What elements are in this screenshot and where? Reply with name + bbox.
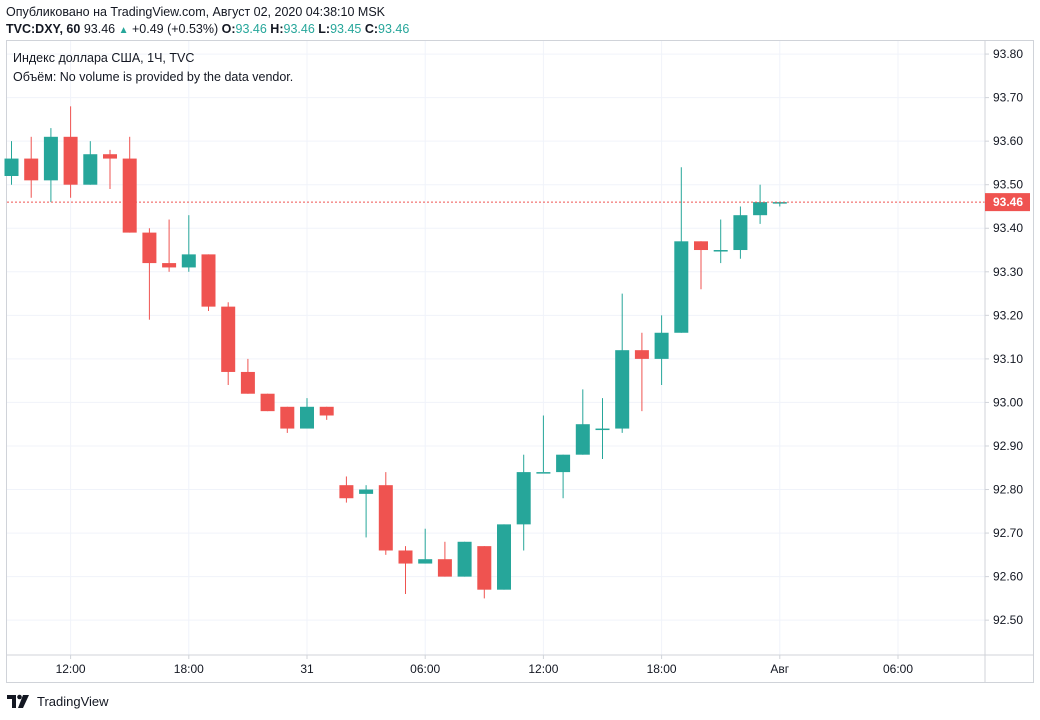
last-price-tag (985, 193, 1030, 212)
candle-body (378, 485, 393, 551)
candle-layer (4, 106, 985, 599)
candle-body (418, 559, 433, 564)
x-tick-label: Авг (770, 662, 789, 676)
candle-body (516, 472, 531, 525)
high-value: 93.46 (283, 22, 315, 36)
candle-body (201, 254, 216, 307)
candle-body (694, 241, 708, 251)
y-tick-label: 93.80 (993, 47, 1023, 61)
y-tick-label: 93.60 (993, 134, 1023, 148)
symbol-quote-line: TVC:DXY, 60 93.46 ▲ +0.49 (+0.53%) O:93.… (6, 22, 409, 36)
x-tick-label: 12:00 (56, 662, 86, 676)
candle-body (713, 250, 728, 252)
x-tick-label: 12:00 (528, 662, 558, 676)
x-tick-label: 06:00 (410, 662, 440, 676)
candle-body (103, 154, 117, 159)
y-tick-label: 92.60 (993, 570, 1023, 584)
y-tick-label: 93.50 (993, 178, 1023, 192)
last-price: 93.46 (83, 22, 116, 36)
candle-body (221, 306, 236, 372)
y-tick-label: 93.10 (993, 352, 1023, 366)
y-tick-label: 93.20 (993, 308, 1023, 322)
candle-body (83, 154, 98, 185)
tradingview-logo-icon (7, 694, 29, 708)
candle-body (181, 254, 196, 268)
candle-body (240, 371, 255, 394)
y-tick-label: 92.50 (993, 613, 1023, 627)
last-price-label: 93.46 (993, 195, 1023, 209)
x-tick-label: 31 (300, 662, 314, 676)
candle-body (162, 263, 177, 268)
candle-body (654, 332, 669, 359)
published-caption: Опубликовано на TradingView.com, Август … (6, 5, 385, 19)
y-tick-label: 92.90 (993, 439, 1023, 453)
candle-body (24, 158, 39, 181)
grid-layer (7, 41, 985, 655)
candle-body (772, 202, 787, 204)
candle-body (122, 158, 137, 233)
series-title: Индекс доллара США, 1Ч, TVC (13, 51, 195, 65)
y-tick-label: 92.70 (993, 526, 1023, 540)
candle-body (280, 406, 295, 429)
chart-frame (6, 40, 1034, 683)
candle-body (457, 541, 472, 577)
candle-body (43, 136, 58, 181)
candle-body (753, 202, 768, 216)
x-tick-label: 18:00 (647, 662, 677, 676)
candle-body (595, 428, 610, 431)
up-triangle-icon: ▲ (118, 25, 129, 36)
price-change: +0.49 (+0.53%) (131, 22, 219, 36)
symbol-label: TVC:DXY, 60 (6, 22, 81, 36)
candle-body (339, 485, 354, 499)
candle-body (63, 136, 78, 185)
candle-body (497, 524, 511, 590)
y-tick-label: 93.40 (993, 221, 1023, 235)
candle-body (437, 559, 452, 577)
low-label: L: (318, 22, 331, 36)
open-value: 93.46 (235, 22, 267, 36)
close-value: 93.46 (378, 22, 410, 36)
x-tick-label: 06:00 (883, 662, 913, 676)
brand-label: TradingView (37, 693, 109, 709)
candle-body (398, 550, 413, 564)
candle-body (319, 406, 334, 416)
open-label: O: (221, 22, 236, 36)
candle-body (477, 546, 492, 590)
y-tick-label: 93.30 (993, 265, 1023, 279)
high-label: H: (270, 22, 284, 36)
candle-body (359, 489, 374, 494)
y-tick-label: 93.00 (993, 395, 1023, 409)
candle-body (615, 350, 630, 429)
candle-body (674, 241, 689, 333)
volume-note: Объём: No volume is provided by the data… (13, 70, 294, 84)
x-tick-label: 18:00 (174, 662, 204, 676)
axis-layer: 93.80 93.70 93.60 93.50 93.40 93.30 93.20 93.10… (7, 41, 1033, 682)
low-value: 93.45 (330, 22, 362, 36)
close-label: C: (364, 22, 379, 36)
candle-body (4, 158, 19, 176)
footer-branding[interactable]: TradingView (6, 692, 109, 710)
candle-body (260, 393, 275, 412)
candle-body (536, 472, 551, 474)
candle-body (556, 454, 571, 473)
y-tick-label: 92.80 (993, 483, 1023, 497)
candle-body (634, 350, 649, 359)
candle-body (300, 406, 314, 429)
y-tick-label: 93.70 (993, 91, 1023, 105)
candle-body (142, 232, 157, 264)
candle-body (575, 424, 590, 455)
candle-body (733, 215, 748, 251)
